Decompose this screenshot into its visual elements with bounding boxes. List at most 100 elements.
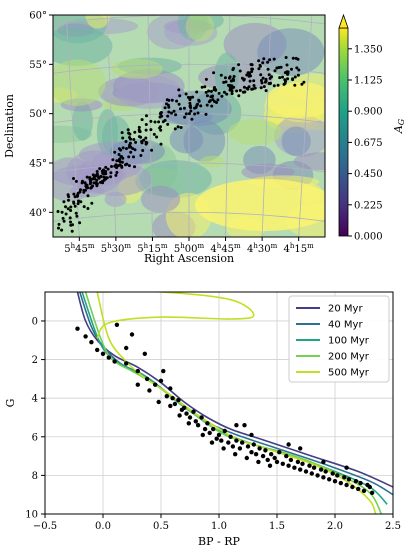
sky-star bbox=[232, 66, 235, 70]
cmd-y-tick-label: 6 bbox=[32, 432, 38, 443]
sky-star bbox=[219, 73, 223, 77]
sky-star bbox=[260, 81, 264, 85]
cmd-y-ticks: 0 2 4 6 8 10 bbox=[25, 316, 45, 521]
sky-star bbox=[75, 214, 79, 218]
sky-star bbox=[225, 92, 229, 96]
sky-star bbox=[167, 98, 171, 102]
sky-star bbox=[179, 126, 183, 129]
sky-star bbox=[158, 115, 162, 119]
sky-star bbox=[227, 76, 231, 80]
sky-star bbox=[230, 86, 234, 90]
sky-star bbox=[67, 198, 70, 202]
cmd-star bbox=[338, 480, 343, 486]
cmd-star bbox=[274, 459, 280, 465]
extinction-patch bbox=[281, 126, 311, 156]
sky-star bbox=[195, 90, 199, 94]
cmd-star bbox=[168, 403, 173, 409]
sky-star bbox=[131, 147, 135, 151]
isochrone-line bbox=[76, 292, 393, 488]
sky-star bbox=[295, 66, 299, 70]
sky-star bbox=[245, 73, 249, 77]
sky-star bbox=[196, 111, 200, 115]
extinction-patch bbox=[115, 74, 182, 110]
ra-tick-label: 4h15m bbox=[284, 242, 315, 255]
cmd-star bbox=[330, 471, 335, 476]
cmd-x-tick-label: 1.0 bbox=[211, 521, 227, 532]
extinction-patch bbox=[140, 185, 181, 213]
sky-star bbox=[144, 128, 148, 132]
sky-star bbox=[150, 148, 154, 152]
sky-star bbox=[99, 174, 103, 178]
extinction-patch bbox=[199, 155, 226, 168]
cmd-star bbox=[263, 448, 268, 453]
sky-star bbox=[67, 195, 71, 199]
sky-star bbox=[230, 92, 234, 96]
cmd-star bbox=[211, 426, 216, 432]
sky-star bbox=[284, 56, 288, 59]
sky-star bbox=[157, 120, 161, 124]
cmd-star bbox=[286, 442, 291, 447]
sky-star bbox=[189, 109, 193, 113]
sky-star bbox=[128, 132, 132, 136]
sky-star bbox=[72, 200, 76, 204]
legend-label: 100 Myr bbox=[328, 336, 370, 347]
sky-star bbox=[268, 76, 272, 80]
cmd-star bbox=[318, 467, 324, 472]
cmd-star bbox=[202, 426, 208, 432]
sky-star bbox=[104, 177, 108, 181]
cmd-star bbox=[256, 459, 261, 465]
sky-star bbox=[77, 199, 80, 203]
sky-star bbox=[224, 80, 228, 84]
sky-star bbox=[81, 179, 84, 183]
cmd-star bbox=[156, 399, 161, 405]
sky-star bbox=[126, 128, 130, 132]
cmd-star bbox=[303, 469, 309, 474]
sky-star bbox=[124, 140, 128, 143]
dec-tick-labels: 40° 45° 50° 55° 60° bbox=[29, 11, 53, 219]
colorbar-tick-label: 0.225 bbox=[354, 200, 383, 211]
cmd-star bbox=[221, 446, 226, 451]
cmd-x-tick-label: 2.5 bbox=[385, 521, 401, 532]
cmd-x-tick-label: −0.5 bbox=[33, 521, 57, 532]
sky-star bbox=[98, 167, 102, 171]
sky-star bbox=[272, 57, 276, 61]
sky-star bbox=[237, 63, 241, 67]
sky-star bbox=[291, 56, 295, 60]
cmd-star bbox=[311, 465, 317, 470]
sky-star bbox=[177, 102, 181, 106]
cmd-star bbox=[309, 471, 314, 476]
sky-star bbox=[187, 112, 191, 116]
sky-star bbox=[262, 57, 266, 61]
cmd-star bbox=[307, 463, 312, 468]
sky-star bbox=[285, 63, 289, 67]
cmd-star bbox=[124, 361, 129, 366]
cmd-x-axis-label: BP - RP bbox=[198, 535, 240, 548]
sky-star bbox=[199, 104, 203, 108]
cmd-star bbox=[186, 421, 191, 426]
sky-star bbox=[211, 98, 215, 102]
sky-star bbox=[104, 172, 108, 176]
sky-star bbox=[213, 86, 216, 89]
star-points bbox=[56, 56, 306, 233]
sky-star bbox=[86, 194, 90, 198]
sky-star bbox=[188, 104, 192, 108]
sky-star bbox=[189, 96, 192, 100]
sky-star bbox=[249, 63, 253, 66]
cmd-star bbox=[265, 457, 270, 463]
ra-tick-label: 4h30m bbox=[247, 242, 278, 255]
extinction-patch bbox=[53, 59, 106, 107]
sky-star bbox=[134, 140, 138, 144]
sky-star bbox=[85, 175, 89, 179]
cmd-star bbox=[112, 359, 117, 364]
sky-star bbox=[183, 115, 187, 119]
cmd-star bbox=[124, 345, 129, 351]
extinction-patch bbox=[185, 15, 215, 42]
cmd-star bbox=[100, 351, 106, 356]
sky-star bbox=[86, 186, 89, 190]
cmd-star bbox=[89, 340, 94, 345]
extinction-patch bbox=[257, 28, 325, 77]
sky-star bbox=[75, 194, 79, 198]
sky-star bbox=[174, 113, 178, 117]
cmd-star bbox=[191, 409, 196, 414]
